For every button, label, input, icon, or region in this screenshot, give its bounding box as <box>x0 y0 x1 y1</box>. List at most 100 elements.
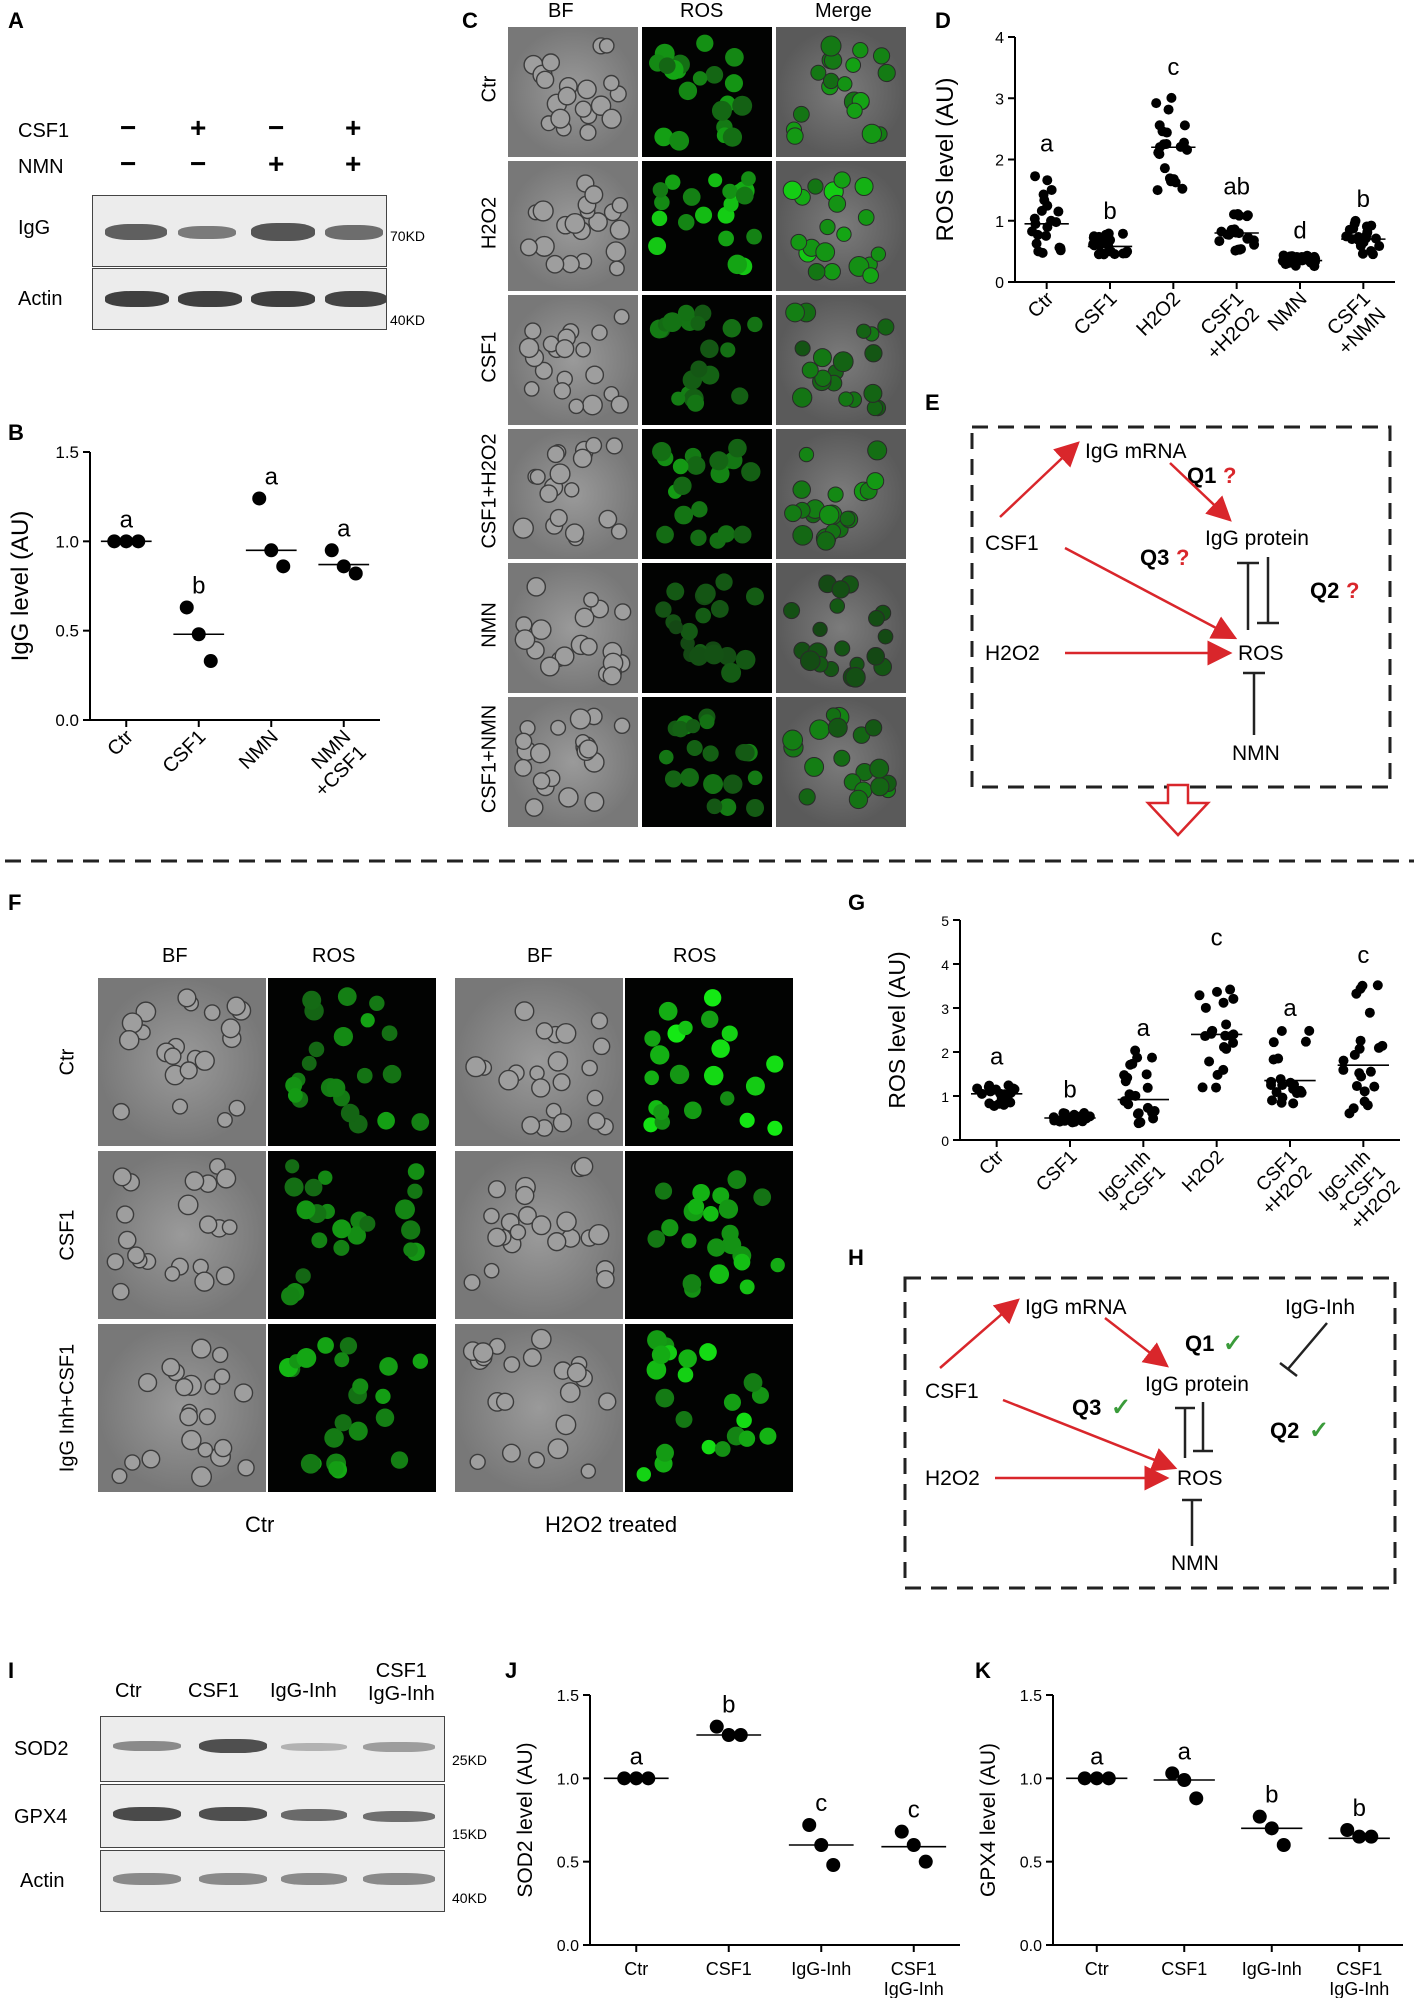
data-point <box>1214 236 1225 247</box>
data-point <box>1189 1791 1204 1806</box>
data-point <box>1307 252 1318 263</box>
sign: + <box>345 148 362 179</box>
panel-label-i: I <box>8 1658 15 1683</box>
significance-letter: a <box>1178 1738 1192 1765</box>
blot-label-actin: Actin <box>18 288 63 310</box>
pathway-diagram-e: IgG mRNA IgG protein CSF1 H2O2 ROS NMN Q… <box>970 425 1392 837</box>
group-label-h2o2: H2O2 treated <box>545 1512 678 1537</box>
q3-label: Q3 <box>1072 1395 1101 1420</box>
y-tick-label: 0.0 <box>557 1938 579 1955</box>
data-point <box>1369 1081 1380 1092</box>
data-point <box>1268 1037 1279 1048</box>
y-tick-label: 1.0 <box>557 1771 579 1788</box>
data-point <box>1218 1042 1229 1053</box>
micrograph-ros <box>642 563 772 698</box>
col-header-ros: ROS <box>312 945 356 967</box>
y-tick-label: 4 <box>941 957 949 973</box>
significance-letter: c <box>908 1797 920 1824</box>
micrograph-ros <box>642 161 772 296</box>
data-point <box>1008 1083 1019 1094</box>
panel-label-k: K <box>975 1658 991 1683</box>
y-tick-label: 0.5 <box>557 1855 579 1872</box>
data-point <box>1179 120 1190 131</box>
data-point <box>1352 1829 1367 1844</box>
micrograph-ros <box>642 295 772 430</box>
data-point <box>1046 184 1057 195</box>
data-point <box>1235 244 1246 255</box>
data-point <box>802 1818 817 1832</box>
data-point <box>1228 993 1239 1004</box>
data-point <box>1041 230 1052 241</box>
x-tick-label: Ctr <box>1085 1959 1109 1979</box>
data-point <box>1042 175 1053 186</box>
y-tick-label: 1 <box>941 1089 949 1105</box>
data-point <box>348 566 363 581</box>
data-point <box>1365 1066 1376 1077</box>
data-point <box>1166 92 1177 103</box>
data-point <box>1348 223 1359 234</box>
data-point <box>1355 1035 1366 1046</box>
data-point <box>1340 1823 1355 1837</box>
row-label: CSF1+H2O2 <box>478 433 501 549</box>
data-point <box>1120 1076 1131 1087</box>
data-point <box>203 654 218 669</box>
data-point <box>1142 1102 1153 1113</box>
data-point <box>324 543 339 558</box>
micrograph-bf <box>508 697 638 832</box>
data-point <box>1221 1019 1232 1030</box>
data-point <box>1288 1098 1299 1109</box>
significance-letter: d <box>1293 218 1306 245</box>
data-point <box>1278 250 1289 261</box>
significance-letter: c <box>815 1790 827 1817</box>
data-point <box>1079 1110 1090 1121</box>
data-point <box>1036 205 1047 216</box>
x-tick-label: IgG-Inh <box>1242 1959 1302 1979</box>
data-point <box>1109 249 1120 260</box>
data-point <box>1054 242 1065 253</box>
y-tick-label: 0.0 <box>55 711 79 730</box>
ros-level-chart-g: 0 1 2 3 4 5 ROS level (AU) Ctr CSF1 IgG-Inh+CSF1 H… <box>884 913 1405 1234</box>
micrograph-merge <box>776 697 906 832</box>
panel-label-h: H <box>848 1245 864 1270</box>
data-point <box>1146 1052 1157 1063</box>
data-point <box>906 1838 921 1852</box>
panel-label-f: F <box>8 890 22 915</box>
q-mark: ? <box>1223 463 1236 488</box>
significance-letter: c <box>1167 54 1179 81</box>
blot-label-sod2: SOD2 <box>14 1738 69 1760</box>
node-igg-inh: IgG-Inh <box>1285 1296 1355 1319</box>
data-point <box>1117 228 1128 239</box>
x-tick-label: Ctr <box>103 726 138 761</box>
data-point <box>1242 233 1253 244</box>
actin-blot <box>100 1850 445 1912</box>
col-header: CSF1 <box>188 1680 240 1702</box>
data-point <box>1353 235 1364 246</box>
data-point <box>1130 1045 1141 1056</box>
data-point <box>1267 1095 1278 1106</box>
y-tick-label: 0.5 <box>1020 1855 1042 1872</box>
micrograph-ros <box>268 978 436 1151</box>
data-point <box>1211 1082 1222 1093</box>
data-point <box>1060 1108 1071 1119</box>
row-label: Ctr <box>478 75 501 103</box>
significance-letter: c <box>1357 942 1369 969</box>
node-igg-mrna: IgG mRNA <box>1085 440 1187 463</box>
data-point <box>1266 1076 1277 1087</box>
data-point <box>1053 206 1064 217</box>
data-point <box>1038 189 1049 200</box>
kd-label: 40KD <box>452 1890 488 1906</box>
panel-label-j: J <box>505 1658 518 1683</box>
row-label: H2O2 <box>478 196 501 250</box>
group-label-ctr: Ctr <box>245 1512 275 1537</box>
data-point <box>1088 232 1099 243</box>
check-icon: ✓ <box>1309 1417 1329 1444</box>
node-ros: ROS <box>1177 1467 1223 1490</box>
data-point <box>1276 1025 1287 1036</box>
significance-letter: c <box>1211 925 1223 952</box>
data-point <box>1367 249 1378 260</box>
data-point <box>336 559 351 574</box>
x-tick-label: Ctr <box>1024 288 1059 323</box>
data-point <box>1125 1059 1136 1070</box>
sign: + <box>190 112 207 143</box>
data-point <box>972 1083 983 1094</box>
